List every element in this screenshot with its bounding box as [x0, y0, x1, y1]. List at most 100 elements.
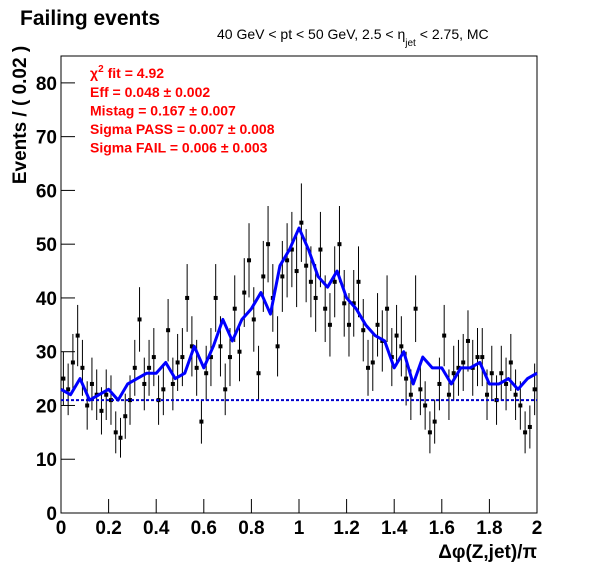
x-axis-label: Δφ(Z,jet)/π: [438, 542, 537, 563]
annotation-symbol: χ: [90, 65, 98, 81]
data-point: [99, 408, 104, 413]
data-point: [266, 242, 271, 247]
data-point: [480, 355, 485, 360]
chart-title: Failing events: [20, 7, 160, 30]
data-point: [199, 419, 204, 424]
data-point: [147, 365, 152, 370]
data-point: [299, 220, 304, 225]
data-point: [346, 322, 351, 327]
data-point: [361, 328, 366, 333]
data-point: [242, 290, 247, 295]
y-tick-label: 0: [46, 504, 57, 525]
x-tick-label: 1.2: [333, 518, 359, 539]
data-point: [323, 306, 328, 311]
x-tick-label: 1.6: [429, 518, 455, 539]
data-point: [204, 371, 209, 376]
annotation: Mistag = 0.167 ± 0.007: [90, 103, 236, 119]
data-point: [232, 306, 237, 311]
data-point: [513, 392, 518, 397]
subtitle-text: < 2.75, MC: [420, 26, 489, 42]
x-tick-label: 0.8: [238, 518, 264, 539]
data-point: [423, 403, 428, 408]
data-point: [289, 247, 294, 252]
data-point: [304, 263, 309, 268]
annotation-sup: 2: [98, 64, 104, 75]
data-point: [308, 279, 313, 284]
data-point: [128, 398, 133, 403]
y-tick-label: 40: [36, 289, 57, 310]
data-point: [75, 333, 80, 338]
data-point: [527, 424, 532, 429]
data-point: [237, 349, 242, 354]
data-point: [404, 376, 409, 381]
annotation: Eff = 0.048 ± 0.002: [90, 84, 210, 100]
y-tick-label: 60: [36, 181, 57, 202]
y-tick-label: 80: [36, 74, 57, 95]
data-point: [227, 355, 232, 360]
data-point: [413, 306, 418, 311]
annotation: Sigma FAIL = 0.006 ± 0.003: [90, 140, 268, 156]
data-point: [208, 355, 213, 360]
y-tick-label: 50: [36, 235, 57, 256]
data-point: [461, 360, 466, 365]
data-point: [442, 333, 447, 338]
x-tick-label: 0.6: [191, 518, 217, 539]
data-point: [375, 322, 380, 327]
data-point: [485, 392, 490, 397]
data-point: [80, 365, 85, 370]
annotation: χ2 fit = 4.92: [90, 64, 164, 81]
data-point: [475, 355, 480, 360]
x-tick-label: 0.2: [95, 518, 121, 539]
data-point: [85, 403, 90, 408]
data-point: [508, 360, 513, 365]
data-point: [89, 381, 94, 386]
data-point: [394, 333, 399, 338]
data-point: [247, 258, 252, 263]
data-point: [342, 301, 347, 306]
y-tick-label: 10: [36, 450, 57, 471]
data-point: [180, 355, 185, 360]
data-point: [313, 295, 318, 300]
data-point: [337, 242, 342, 247]
data-point: [280, 274, 285, 279]
data-point: [161, 387, 166, 392]
y-tick-label: 30: [36, 343, 57, 364]
data-point: [351, 301, 356, 306]
data-point: [251, 317, 256, 322]
data-point: [504, 381, 509, 386]
data-point: [185, 295, 190, 300]
x-tick-label: 0: [56, 518, 67, 539]
data-point: [108, 398, 113, 403]
data-point: [151, 355, 156, 360]
data-point: [189, 344, 194, 349]
data-point: [356, 279, 361, 284]
annotation-text: fit = 4.92: [108, 65, 165, 81]
data-point: [318, 247, 323, 252]
y-axis-label: Events / ( 0.02 ): [10, 46, 31, 184]
data-point: [123, 414, 128, 419]
data-point: [261, 274, 266, 279]
subtitle: 40 GeV < pt < 50 GeV, 2.5 < ηjet < 2.75, …: [217, 26, 489, 49]
data-point: [285, 258, 290, 263]
x-tick-label: 1: [294, 518, 305, 539]
data-point: [166, 328, 171, 333]
data-point: [499, 371, 504, 376]
data-point: [532, 387, 537, 392]
annotation: Sigma PASS = 0.007 ± 0.008: [90, 121, 275, 137]
data-point: [170, 381, 175, 386]
subtitle-sub: jet: [404, 38, 416, 49]
data-point: [218, 344, 223, 349]
data-point: [70, 360, 75, 365]
data-point: [437, 381, 442, 386]
data-point: [523, 430, 528, 435]
x-tick-label: 1.4: [381, 518, 408, 539]
data-point: [385, 306, 390, 311]
data-point: [275, 344, 280, 349]
y-tick-label: 70: [36, 128, 57, 149]
data-point: [327, 322, 332, 327]
data-point: [132, 365, 137, 370]
subtitle-text: 40 GeV < pt < 50 GeV, 2.5 < η: [217, 26, 405, 42]
x-tick-label: 0.4: [143, 518, 170, 539]
